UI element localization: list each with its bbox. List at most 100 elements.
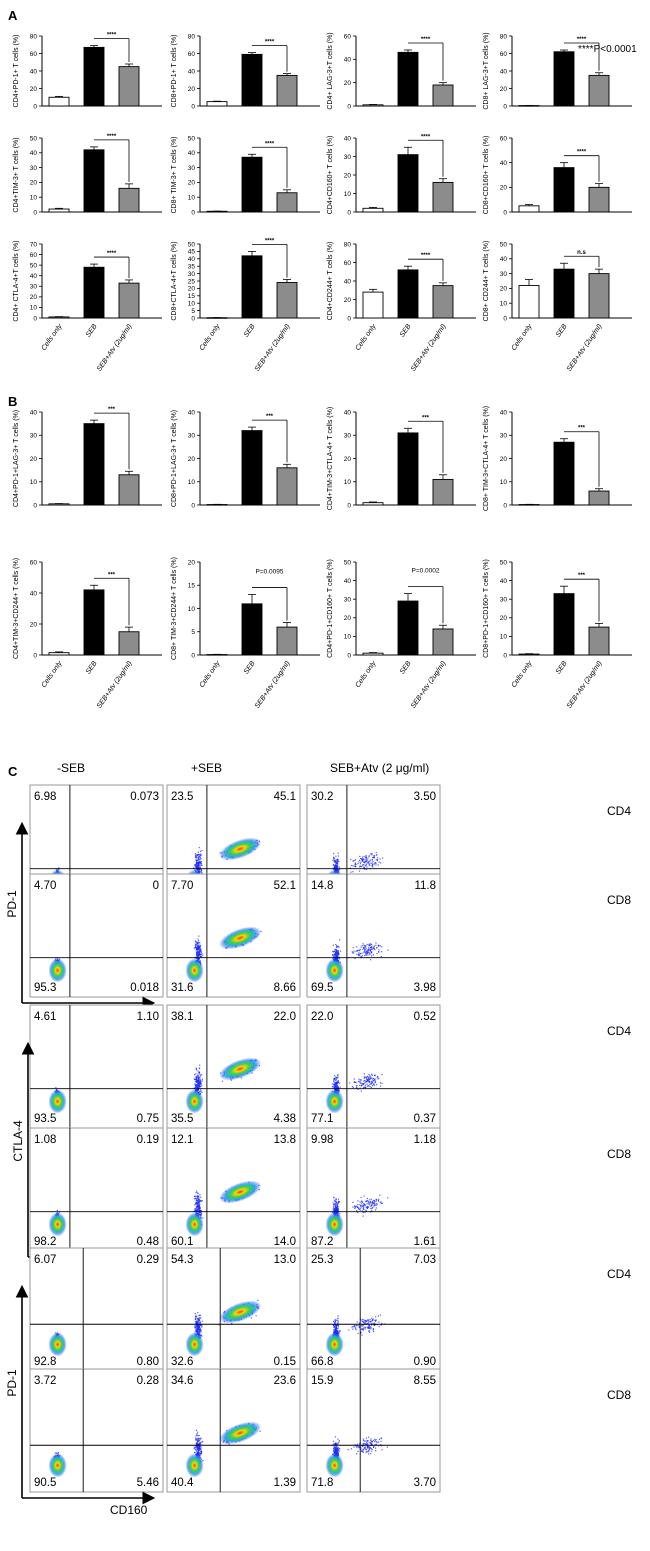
event-dot (197, 1206, 199, 1208)
event-dot (366, 1076, 368, 1078)
category-label: Cells only (510, 660, 533, 689)
event-dot (199, 861, 201, 863)
sig-label: n.s (577, 250, 586, 256)
event-dot (335, 954, 337, 956)
bar-3 (432, 84, 454, 107)
event-dot (197, 1197, 199, 1199)
event-dot (56, 1209, 58, 1211)
event-dot (350, 871, 352, 873)
event-dot (338, 1088, 340, 1090)
event-dot (335, 1079, 337, 1081)
density-core (219, 1057, 262, 1081)
event-dot (352, 860, 354, 862)
event-dot (197, 947, 199, 949)
quadrant-ll: 87.2 (311, 1236, 333, 1248)
bar-1 (518, 653, 540, 656)
event-dot (334, 1078, 336, 1080)
y-tick-label: 10 (344, 634, 352, 641)
event-dot (199, 866, 201, 868)
y-tick-label: 45 (188, 249, 196, 256)
y-tick-label: 0 (347, 652, 351, 659)
event-dot (373, 1080, 375, 1082)
event-dot (368, 947, 370, 949)
quadrant-ur: 0.29 (137, 1254, 159, 1266)
event-dot (363, 1086, 365, 1088)
event-dot (368, 943, 370, 945)
event-dot (368, 1077, 370, 1079)
event-dot (365, 948, 367, 950)
event-dot (196, 1077, 198, 1079)
event-dot (336, 1077, 338, 1079)
event-dot (198, 940, 200, 942)
event-dot (374, 1203, 376, 1205)
event-dot (333, 1083, 335, 1086)
bar-2 (83, 266, 105, 319)
event-dot (199, 1200, 201, 1202)
bar-1 (48, 503, 70, 506)
event-dot (365, 861, 367, 863)
event-dot (335, 1086, 337, 1088)
event-dot (194, 1325, 196, 1327)
y-tick-label: 80 (344, 241, 352, 248)
event-dot (197, 1076, 199, 1079)
y-tick-label: 30 (344, 433, 352, 440)
event-dot (368, 1073, 370, 1076)
event-dot (193, 1195, 195, 1197)
event-dot (333, 1199, 335, 1201)
event-dot (332, 864, 334, 866)
quadrant-ul: 30.2 (311, 791, 333, 803)
event-dot (195, 947, 197, 949)
event-dot (201, 871, 203, 873)
event-dot (337, 952, 339, 954)
event-dot (337, 1087, 339, 1089)
event-dot (196, 1209, 198, 1211)
event-dot (196, 948, 198, 950)
y-axis-label: CD4+CD160+ T cells (%) (327, 136, 334, 215)
event-dot (199, 1314, 201, 1316)
event-dot (198, 1207, 200, 1209)
event-dot (353, 950, 355, 952)
event-dot (366, 859, 368, 861)
event-dot (333, 1086, 335, 1088)
quadrant-ur: 11.8 (414, 880, 436, 892)
event-dot (196, 860, 198, 862)
event-dot (200, 861, 202, 863)
event-dot (361, 865, 363, 867)
event-dot (334, 1200, 336, 1202)
event-dot (193, 947, 195, 949)
event-dot (365, 864, 367, 866)
event-dot (196, 952, 198, 954)
event-dot (197, 950, 199, 952)
event-dot (201, 956, 203, 958)
event-dot (370, 947, 372, 949)
event-dot (377, 944, 379, 946)
event-dot (376, 953, 378, 955)
event-dot (337, 864, 339, 866)
event-dot (197, 863, 199, 865)
event-dot (368, 1202, 370, 1204)
density-core (325, 958, 344, 983)
event-dot (381, 1202, 383, 1204)
event-dot (199, 1209, 201, 1212)
event-dot (336, 861, 338, 863)
event-dot (366, 943, 368, 946)
event-dot (373, 1083, 375, 1085)
event-dot (200, 1085, 202, 1087)
event-dot (198, 1317, 200, 1319)
event-dot (196, 1089, 198, 1091)
event-dot (359, 855, 361, 857)
quadrant-ul: 38.1 (171, 1011, 193, 1023)
event-dot (366, 951, 368, 953)
event-dot (196, 1201, 198, 1204)
event-dot (337, 1079, 339, 1082)
event-dot (365, 1076, 367, 1078)
event-dot (198, 853, 200, 856)
event-dot (199, 1064, 201, 1066)
event-dot (374, 1075, 376, 1077)
event-dot (364, 954, 366, 957)
y-axis-label: CD8+ TIM-3+ T cells (%) (171, 136, 178, 213)
quadrant-ul: 4.61 (34, 1011, 56, 1023)
event-dot (194, 865, 197, 867)
event-dot (197, 1320, 199, 1322)
